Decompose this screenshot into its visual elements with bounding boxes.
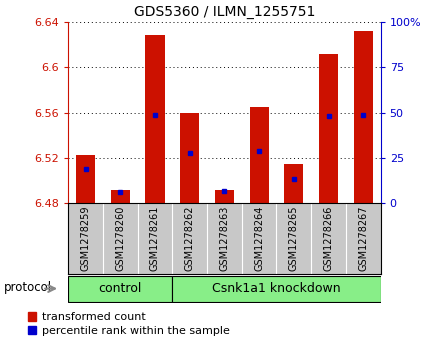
Text: GSM1278260: GSM1278260 <box>115 205 125 271</box>
FancyBboxPatch shape <box>68 276 172 302</box>
Bar <box>319 53 338 203</box>
FancyBboxPatch shape <box>172 276 381 302</box>
Bar <box>354 31 373 203</box>
Bar <box>249 107 269 203</box>
Text: GSM1278267: GSM1278267 <box>358 205 368 271</box>
Bar <box>76 155 95 203</box>
Bar <box>146 35 165 203</box>
Text: GSM1278261: GSM1278261 <box>150 205 160 271</box>
Legend: transformed count, percentile rank within the sample: transformed count, percentile rank withi… <box>28 312 230 336</box>
Text: GSM1278264: GSM1278264 <box>254 205 264 271</box>
Title: GDS5360 / ILMN_1255751: GDS5360 / ILMN_1255751 <box>134 5 315 19</box>
Bar <box>284 164 303 203</box>
Text: GSM1278259: GSM1278259 <box>81 205 91 271</box>
Bar <box>111 189 130 203</box>
Bar <box>215 189 234 203</box>
Text: GSM1278266: GSM1278266 <box>323 205 334 271</box>
Text: control: control <box>99 282 142 295</box>
Text: Csnk1a1 knockdown: Csnk1a1 knockdown <box>212 282 341 295</box>
Text: GSM1278263: GSM1278263 <box>220 205 229 271</box>
Bar <box>180 113 199 203</box>
Text: protocol: protocol <box>4 281 51 294</box>
Text: GSM1278265: GSM1278265 <box>289 205 299 271</box>
Text: GSM1278262: GSM1278262 <box>185 205 194 271</box>
